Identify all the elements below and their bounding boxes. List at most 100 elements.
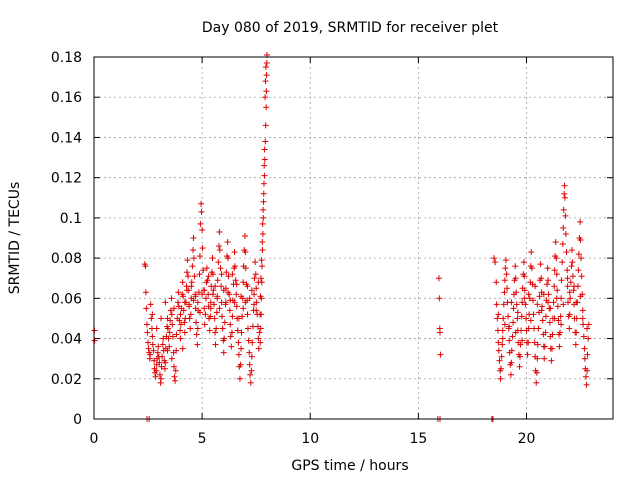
data-point bbox=[232, 277, 239, 284]
data-point bbox=[549, 345, 556, 352]
data-point bbox=[497, 375, 504, 382]
data-point bbox=[492, 259, 499, 266]
data-point bbox=[493, 301, 500, 308]
data-point bbox=[541, 343, 548, 350]
data-point bbox=[216, 228, 223, 235]
y-tick-label: 0.16 bbox=[51, 90, 82, 106]
data-point bbox=[166, 343, 173, 350]
data-point bbox=[173, 331, 180, 338]
data-point bbox=[561, 190, 568, 197]
data-point bbox=[166, 329, 173, 336]
data-point bbox=[495, 339, 502, 346]
data-point bbox=[218, 283, 225, 290]
data-point bbox=[153, 325, 160, 332]
y-tick-label: 0.18 bbox=[51, 50, 82, 66]
data-point bbox=[542, 313, 549, 320]
data-point bbox=[577, 218, 584, 225]
data-point bbox=[583, 381, 590, 388]
data-point bbox=[563, 249, 570, 256]
data-point bbox=[263, 104, 270, 111]
data-point bbox=[557, 313, 564, 320]
data-point bbox=[214, 277, 221, 284]
data-point bbox=[559, 259, 566, 266]
data-point bbox=[516, 363, 523, 370]
data-point bbox=[551, 267, 558, 274]
data-point bbox=[159, 353, 166, 360]
data-point bbox=[553, 295, 560, 302]
data-point bbox=[227, 321, 234, 328]
data-point bbox=[538, 275, 545, 282]
data-point bbox=[197, 220, 204, 227]
y-tick-label: 0.04 bbox=[51, 332, 82, 348]
plot-frame bbox=[93, 56, 614, 420]
data-point bbox=[259, 263, 266, 270]
data-point bbox=[500, 301, 507, 308]
data-point bbox=[181, 329, 188, 336]
data-point bbox=[575, 251, 582, 258]
data-point bbox=[502, 257, 509, 264]
data-point bbox=[168, 311, 175, 318]
data-point bbox=[573, 315, 580, 322]
data-point bbox=[575, 267, 582, 274]
data-point bbox=[156, 359, 163, 366]
data-point bbox=[533, 379, 540, 386]
data-point bbox=[562, 212, 569, 219]
axis-ticks bbox=[93, 56, 613, 420]
data-point bbox=[205, 273, 212, 280]
data-point bbox=[550, 299, 557, 306]
data-point bbox=[251, 275, 258, 282]
data-point bbox=[204, 277, 211, 284]
data-point bbox=[244, 311, 251, 318]
data-point bbox=[207, 305, 214, 312]
data-point bbox=[149, 311, 156, 318]
data-point bbox=[181, 319, 188, 326]
data-point bbox=[554, 287, 561, 294]
data-point bbox=[214, 295, 221, 302]
data-point bbox=[535, 325, 542, 332]
data-point bbox=[235, 351, 242, 358]
data-point bbox=[198, 200, 205, 207]
data-point bbox=[582, 373, 589, 380]
data-point bbox=[580, 333, 587, 340]
data-point bbox=[512, 263, 519, 270]
data-point bbox=[558, 277, 565, 284]
data-point bbox=[538, 307, 545, 314]
data-point bbox=[194, 299, 201, 306]
data-point bbox=[203, 295, 210, 302]
data-point bbox=[244, 283, 251, 290]
data-point bbox=[518, 313, 525, 320]
data-point bbox=[174, 299, 181, 306]
data-point bbox=[246, 295, 253, 302]
data-point bbox=[249, 339, 256, 346]
data-point bbox=[506, 323, 513, 330]
data-point bbox=[503, 271, 510, 278]
data-point bbox=[223, 269, 230, 276]
data-point bbox=[165, 335, 172, 342]
data-point bbox=[151, 357, 158, 364]
data-point bbox=[263, 60, 270, 67]
data-point bbox=[91, 337, 98, 344]
data-point bbox=[234, 327, 241, 334]
data-point bbox=[212, 283, 219, 290]
data-point bbox=[145, 339, 152, 346]
y-tick-label: 0.12 bbox=[51, 171, 82, 187]
data-point bbox=[247, 379, 254, 386]
data-point bbox=[578, 273, 585, 280]
data-point bbox=[260, 180, 267, 187]
data-point bbox=[437, 329, 443, 336]
data-point bbox=[215, 243, 222, 250]
data-point bbox=[514, 315, 521, 322]
data-point bbox=[211, 315, 218, 322]
data-point bbox=[213, 325, 220, 332]
data-point bbox=[580, 321, 587, 328]
data-point bbox=[233, 291, 240, 298]
data-point bbox=[190, 235, 197, 241]
data-point bbox=[209, 271, 216, 278]
data-point bbox=[171, 373, 178, 380]
data-point bbox=[259, 247, 266, 254]
data-point bbox=[238, 293, 245, 300]
data-point bbox=[193, 319, 200, 326]
data-point bbox=[544, 281, 551, 288]
data-point bbox=[173, 347, 180, 354]
data-point bbox=[168, 295, 175, 302]
